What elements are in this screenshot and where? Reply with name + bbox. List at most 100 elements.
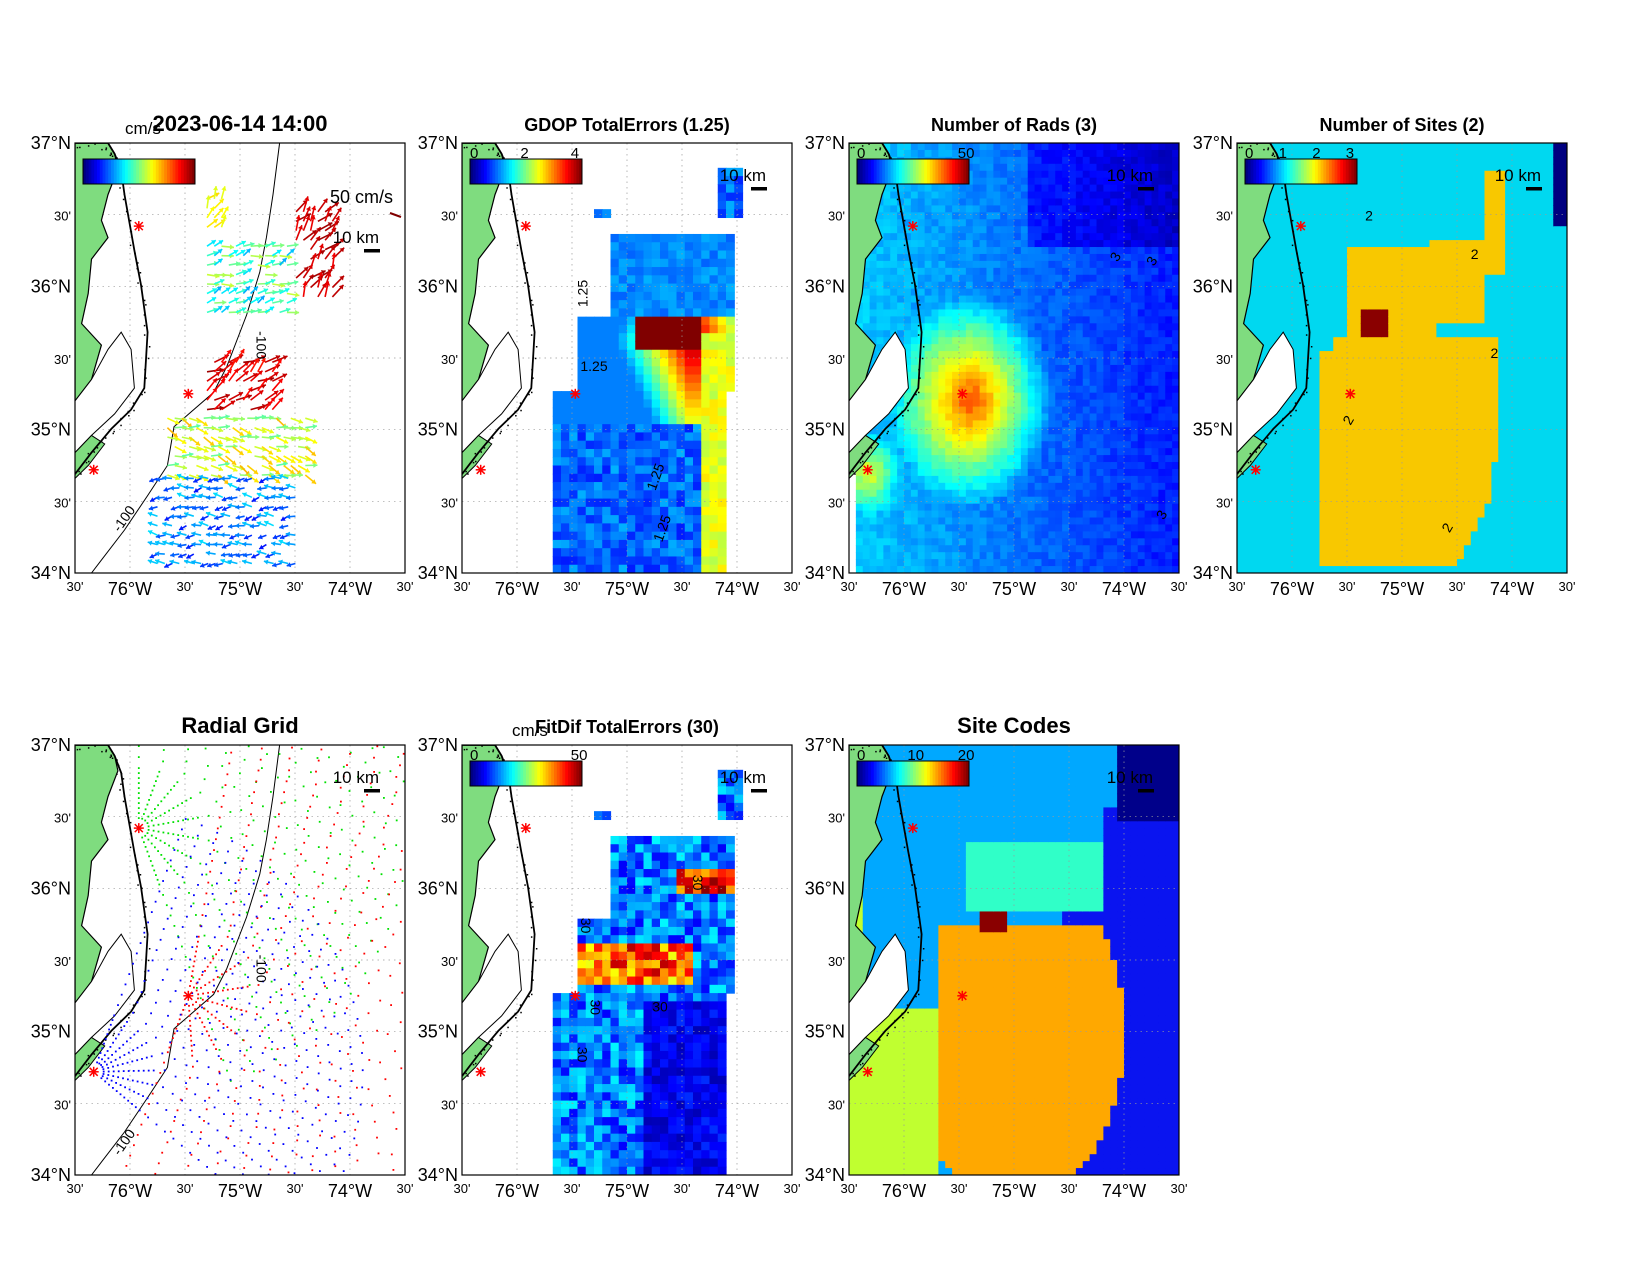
gdop-cell xyxy=(701,333,711,343)
rads-cell xyxy=(952,399,960,408)
gdop-cell xyxy=(701,366,711,376)
gdop-cell xyxy=(618,366,628,376)
rads-cell xyxy=(945,191,953,200)
rads-cell xyxy=(1089,559,1098,567)
rads-cell xyxy=(965,420,974,428)
rads-cell xyxy=(897,559,905,567)
rads-cell xyxy=(869,545,878,553)
rads-cell xyxy=(1144,427,1153,435)
rads-cell xyxy=(917,351,926,359)
rads-cell xyxy=(876,253,884,262)
colorbar-segment xyxy=(534,159,538,184)
rads-cell xyxy=(1165,316,1173,324)
gdop-cell xyxy=(618,506,628,516)
gdop-cell xyxy=(709,465,719,475)
gdop-cell xyxy=(668,523,678,533)
gdop-cell xyxy=(660,473,669,483)
rads-cell xyxy=(1020,566,1029,573)
rads-cell xyxy=(952,385,960,394)
current-vector-head xyxy=(282,355,288,360)
rads-cell xyxy=(993,302,1001,311)
gdop-cell xyxy=(618,308,628,318)
gdop-cell xyxy=(668,358,678,367)
rads-cell xyxy=(1082,545,1091,553)
rads-cell xyxy=(1027,559,1036,567)
colorbar-segment xyxy=(548,159,552,184)
rads-cell xyxy=(897,219,905,227)
rads-cell xyxy=(1048,441,1056,449)
gdop-cell xyxy=(693,457,702,467)
rads-cell xyxy=(965,260,974,269)
rads-cell xyxy=(883,226,891,234)
rads-cell xyxy=(1000,309,1008,317)
coast-speck xyxy=(480,451,482,453)
coast-speck xyxy=(94,143,96,145)
rads-cell xyxy=(1007,212,1015,220)
gdop-cell xyxy=(717,258,727,268)
current-vector-head xyxy=(241,307,247,312)
gdop-cell xyxy=(693,415,702,425)
rads-cell xyxy=(1144,212,1153,220)
gdop-cell xyxy=(552,424,562,434)
current-vector-head xyxy=(214,562,219,568)
rads-cell xyxy=(972,566,981,573)
rads-cell xyxy=(1082,455,1091,463)
rads-cell xyxy=(1027,364,1036,373)
rads-cell xyxy=(972,288,981,297)
rads-cell xyxy=(1062,295,1070,304)
rads-cell xyxy=(986,323,994,331)
rads-cell xyxy=(1055,399,1063,408)
rads-cell xyxy=(1172,240,1179,248)
rads-cell xyxy=(1165,531,1173,539)
gdop-cell xyxy=(684,283,694,293)
gdop-cell xyxy=(635,242,645,252)
rads-cell xyxy=(1034,184,1043,193)
rads-cell xyxy=(917,198,926,207)
rads-cell xyxy=(1124,163,1132,172)
rads-cell xyxy=(993,468,1001,477)
rads-cell xyxy=(931,233,939,241)
rads-cell xyxy=(1137,385,1146,394)
gdop-cell xyxy=(594,448,603,458)
rads-cell xyxy=(1020,552,1029,560)
rads-cell xyxy=(924,441,933,449)
coast-speck xyxy=(101,148,103,151)
rads-cell xyxy=(1165,143,1173,151)
rads-cell xyxy=(986,531,994,539)
rads-cell xyxy=(1041,156,1049,165)
rads-cell xyxy=(1055,358,1063,366)
gdop-cell xyxy=(577,548,587,558)
rads-cell xyxy=(1117,253,1125,262)
gdop-cell xyxy=(552,457,562,467)
gdop-cell xyxy=(668,316,678,326)
rads-cell xyxy=(1165,399,1173,408)
rads-cell xyxy=(1007,184,1015,193)
current-vector-head xyxy=(313,418,318,424)
rads-cell xyxy=(965,434,974,442)
gdop-cell xyxy=(635,250,645,260)
rads-cell xyxy=(1124,226,1132,234)
rads-cell xyxy=(945,503,953,512)
rads-cell xyxy=(959,247,967,255)
coast-speck xyxy=(512,210,515,213)
rads-cell xyxy=(1007,378,1015,387)
gdop-cell xyxy=(726,366,735,376)
gdop-cell xyxy=(693,539,702,549)
rads-cell xyxy=(1007,510,1015,519)
rads-cell xyxy=(1089,364,1098,373)
current-vector-head xyxy=(241,240,246,246)
rads-cell xyxy=(1069,392,1077,401)
gdop-cell xyxy=(684,415,694,425)
gdop-cell xyxy=(651,440,661,450)
colorbar-segment xyxy=(503,159,507,184)
gdop-cell xyxy=(627,432,636,442)
rads-cell xyxy=(1137,510,1146,519)
rads-cell xyxy=(1089,330,1098,338)
rads-cell xyxy=(1034,212,1043,220)
colorbar-segment xyxy=(125,159,129,184)
rads-cell xyxy=(904,143,912,151)
rads-cell xyxy=(938,191,946,200)
coast-speck xyxy=(96,447,99,449)
current-vector-head xyxy=(217,249,223,254)
rads-cell xyxy=(1165,475,1173,484)
